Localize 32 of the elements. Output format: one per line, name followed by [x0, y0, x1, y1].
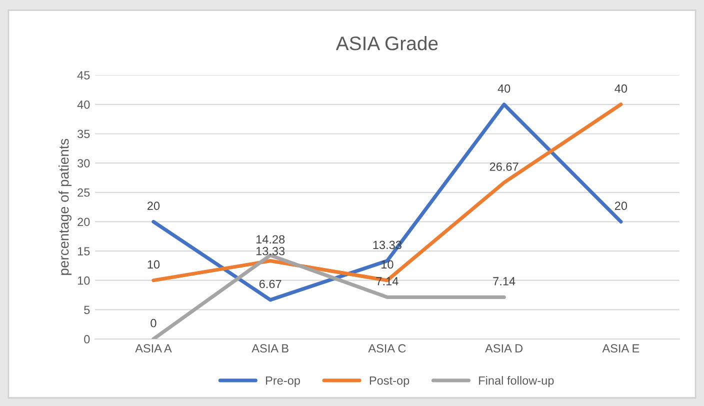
- data-label: 26.67: [490, 162, 518, 171]
- x-tick-label: ASIA E: [602, 344, 640, 353]
- y-tick-label: 45: [77, 71, 90, 80]
- x-tick-label: ASIA A: [135, 344, 172, 353]
- data-label: 6.67: [259, 280, 282, 288]
- y-tick-label: 35: [78, 130, 90, 138]
- y-tick-label: 0: [84, 335, 90, 344]
- x-tick-label: ASIA C: [368, 344, 406, 353]
- data-label: 40: [498, 84, 510, 93]
- y-tick-label: 5: [84, 306, 90, 314]
- data-label: 10: [382, 260, 394, 269]
- y-tick-label: 30: [78, 159, 90, 168]
- y-tick-label: 20: [78, 218, 90, 226]
- data-label: 14.28: [256, 235, 285, 244]
- y-tick-label: 25: [78, 188, 90, 197]
- legend-label: Post-op: [370, 376, 410, 388]
- legend-label: Pre-op: [266, 376, 300, 388]
- x-tick-label: ASIA B: [252, 344, 288, 353]
- data-label: 13.33: [256, 246, 285, 256]
- x-tick-label: ASIA D: [485, 344, 523, 353]
- legend-label: Final follow-up: [479, 376, 554, 388]
- y-tick-label: 40: [77, 100, 90, 109]
- chart-title: ASIA Grade: [336, 36, 438, 50]
- data-label: 20: [614, 202, 628, 210]
- y-axis-title: percentage of patients: [58, 138, 72, 275]
- data-label: 40: [614, 84, 628, 93]
- data-label: 7.14: [493, 277, 516, 286]
- data-label: 10: [148, 260, 160, 269]
- data-label: 20: [148, 202, 160, 210]
- y-tick-label: 10: [78, 276, 90, 285]
- y-tick-label: 15: [78, 247, 90, 256]
- data-label: 0: [150, 318, 156, 328]
